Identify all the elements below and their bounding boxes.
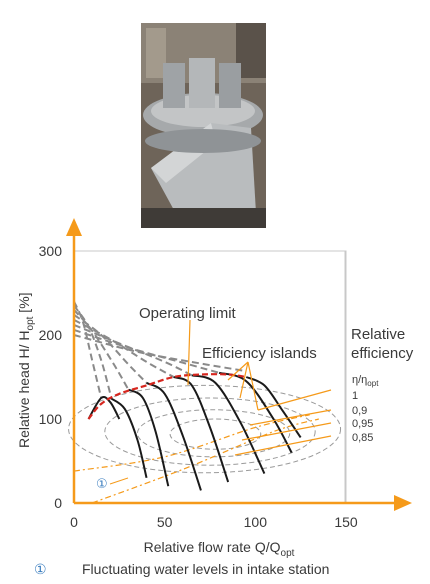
x-tick-labels: 0 50 100 150 xyxy=(70,514,358,530)
blade-curve-dashed-7 xyxy=(73,329,220,374)
footnote-text: Fluctuating water levels in intake stati… xyxy=(82,561,330,577)
y-axis-title: Relative head H/ Hopt [%] xyxy=(16,292,36,448)
blade-curve-dashed-2 xyxy=(73,305,112,395)
y-tick-300: 300 xyxy=(39,243,63,259)
x-axis-title-main: Relative flow rate Q/Q xyxy=(144,539,281,555)
efficiency-island-1 xyxy=(169,418,262,450)
intake-line-1 xyxy=(73,414,310,472)
x-axis-title: Relative flow rate Q/Qopt xyxy=(144,539,295,559)
eta-ratio-sub: opt xyxy=(367,379,379,388)
y-axis-title-main: Relative head H/ H xyxy=(16,330,32,448)
y-axis-title-unit: [%] xyxy=(16,292,32,316)
eta-ratio-main: η/η xyxy=(352,374,367,386)
efficiency-island-0-85 xyxy=(68,384,342,474)
efficiency-level-0-9: 0,9 xyxy=(352,405,367,417)
x-tick-100: 100 xyxy=(244,514,268,530)
blade-curve-dashed-8 xyxy=(73,334,247,373)
footnote-marker: ① xyxy=(34,561,47,577)
blade-angle-curves xyxy=(73,300,302,491)
efficiency-level-0-95: 0,95 xyxy=(352,418,373,430)
intake-line-2 xyxy=(91,418,319,504)
relative-efficiency-label-1: Relative xyxy=(351,326,405,343)
efficiency-islands-label: Efficiency islands xyxy=(202,345,317,362)
impeller-photo xyxy=(141,23,266,228)
y-axis-title-sub: opt xyxy=(25,316,36,330)
relative-efficiency-label-2: efficiency xyxy=(351,345,414,362)
blade-curve-solid-1 xyxy=(87,395,121,420)
operating-limit-label: Operating limit xyxy=(139,305,237,322)
blade-curve-solid-7 xyxy=(218,371,293,454)
blade-curve-dashed-1 xyxy=(73,300,103,399)
efficiency-level-0-85: 0,85 xyxy=(352,432,373,444)
blade-curve-dashed-4 xyxy=(73,314,148,384)
intake-marker-leader xyxy=(109,477,129,485)
efficiency-level-1: 1 xyxy=(352,390,358,402)
y-tick-0: 0 xyxy=(54,495,62,511)
blade-curve-dashed-5 xyxy=(73,318,175,378)
x-tick-150: 150 xyxy=(334,514,358,530)
annotation-leaders xyxy=(187,319,332,456)
blade-curve-solid-4 xyxy=(146,381,202,491)
intake-marker: ① xyxy=(96,476,108,491)
operating-limit-curve xyxy=(87,373,247,420)
blade-curve-solid-3 xyxy=(127,388,170,487)
blade-curve-solid-2 xyxy=(109,397,148,479)
blade-curve-dashed-6 xyxy=(73,323,193,377)
y-tick-200: 200 xyxy=(39,327,63,343)
x-tick-0: 0 xyxy=(70,514,78,530)
y-tick-100: 100 xyxy=(39,411,63,427)
x-axis-arrow xyxy=(394,495,412,511)
y-tick-labels: 0 100 200 300 xyxy=(39,243,63,511)
y-axis-arrow xyxy=(66,218,82,236)
eta-ratio-label: η/ηopt xyxy=(352,374,379,388)
footnote: ① Fluctuating water levels in intake sta… xyxy=(34,561,424,581)
blade-curve-solid-5 xyxy=(173,376,230,483)
efficiency-island-0-9 xyxy=(104,397,316,466)
blade-curve-solid-8 xyxy=(245,376,302,439)
intake-lines xyxy=(73,414,319,504)
x-tick-50: 50 xyxy=(157,514,173,530)
blade-curve-dashed-3 xyxy=(73,309,130,391)
x-axis-title-sub: opt xyxy=(281,548,295,559)
